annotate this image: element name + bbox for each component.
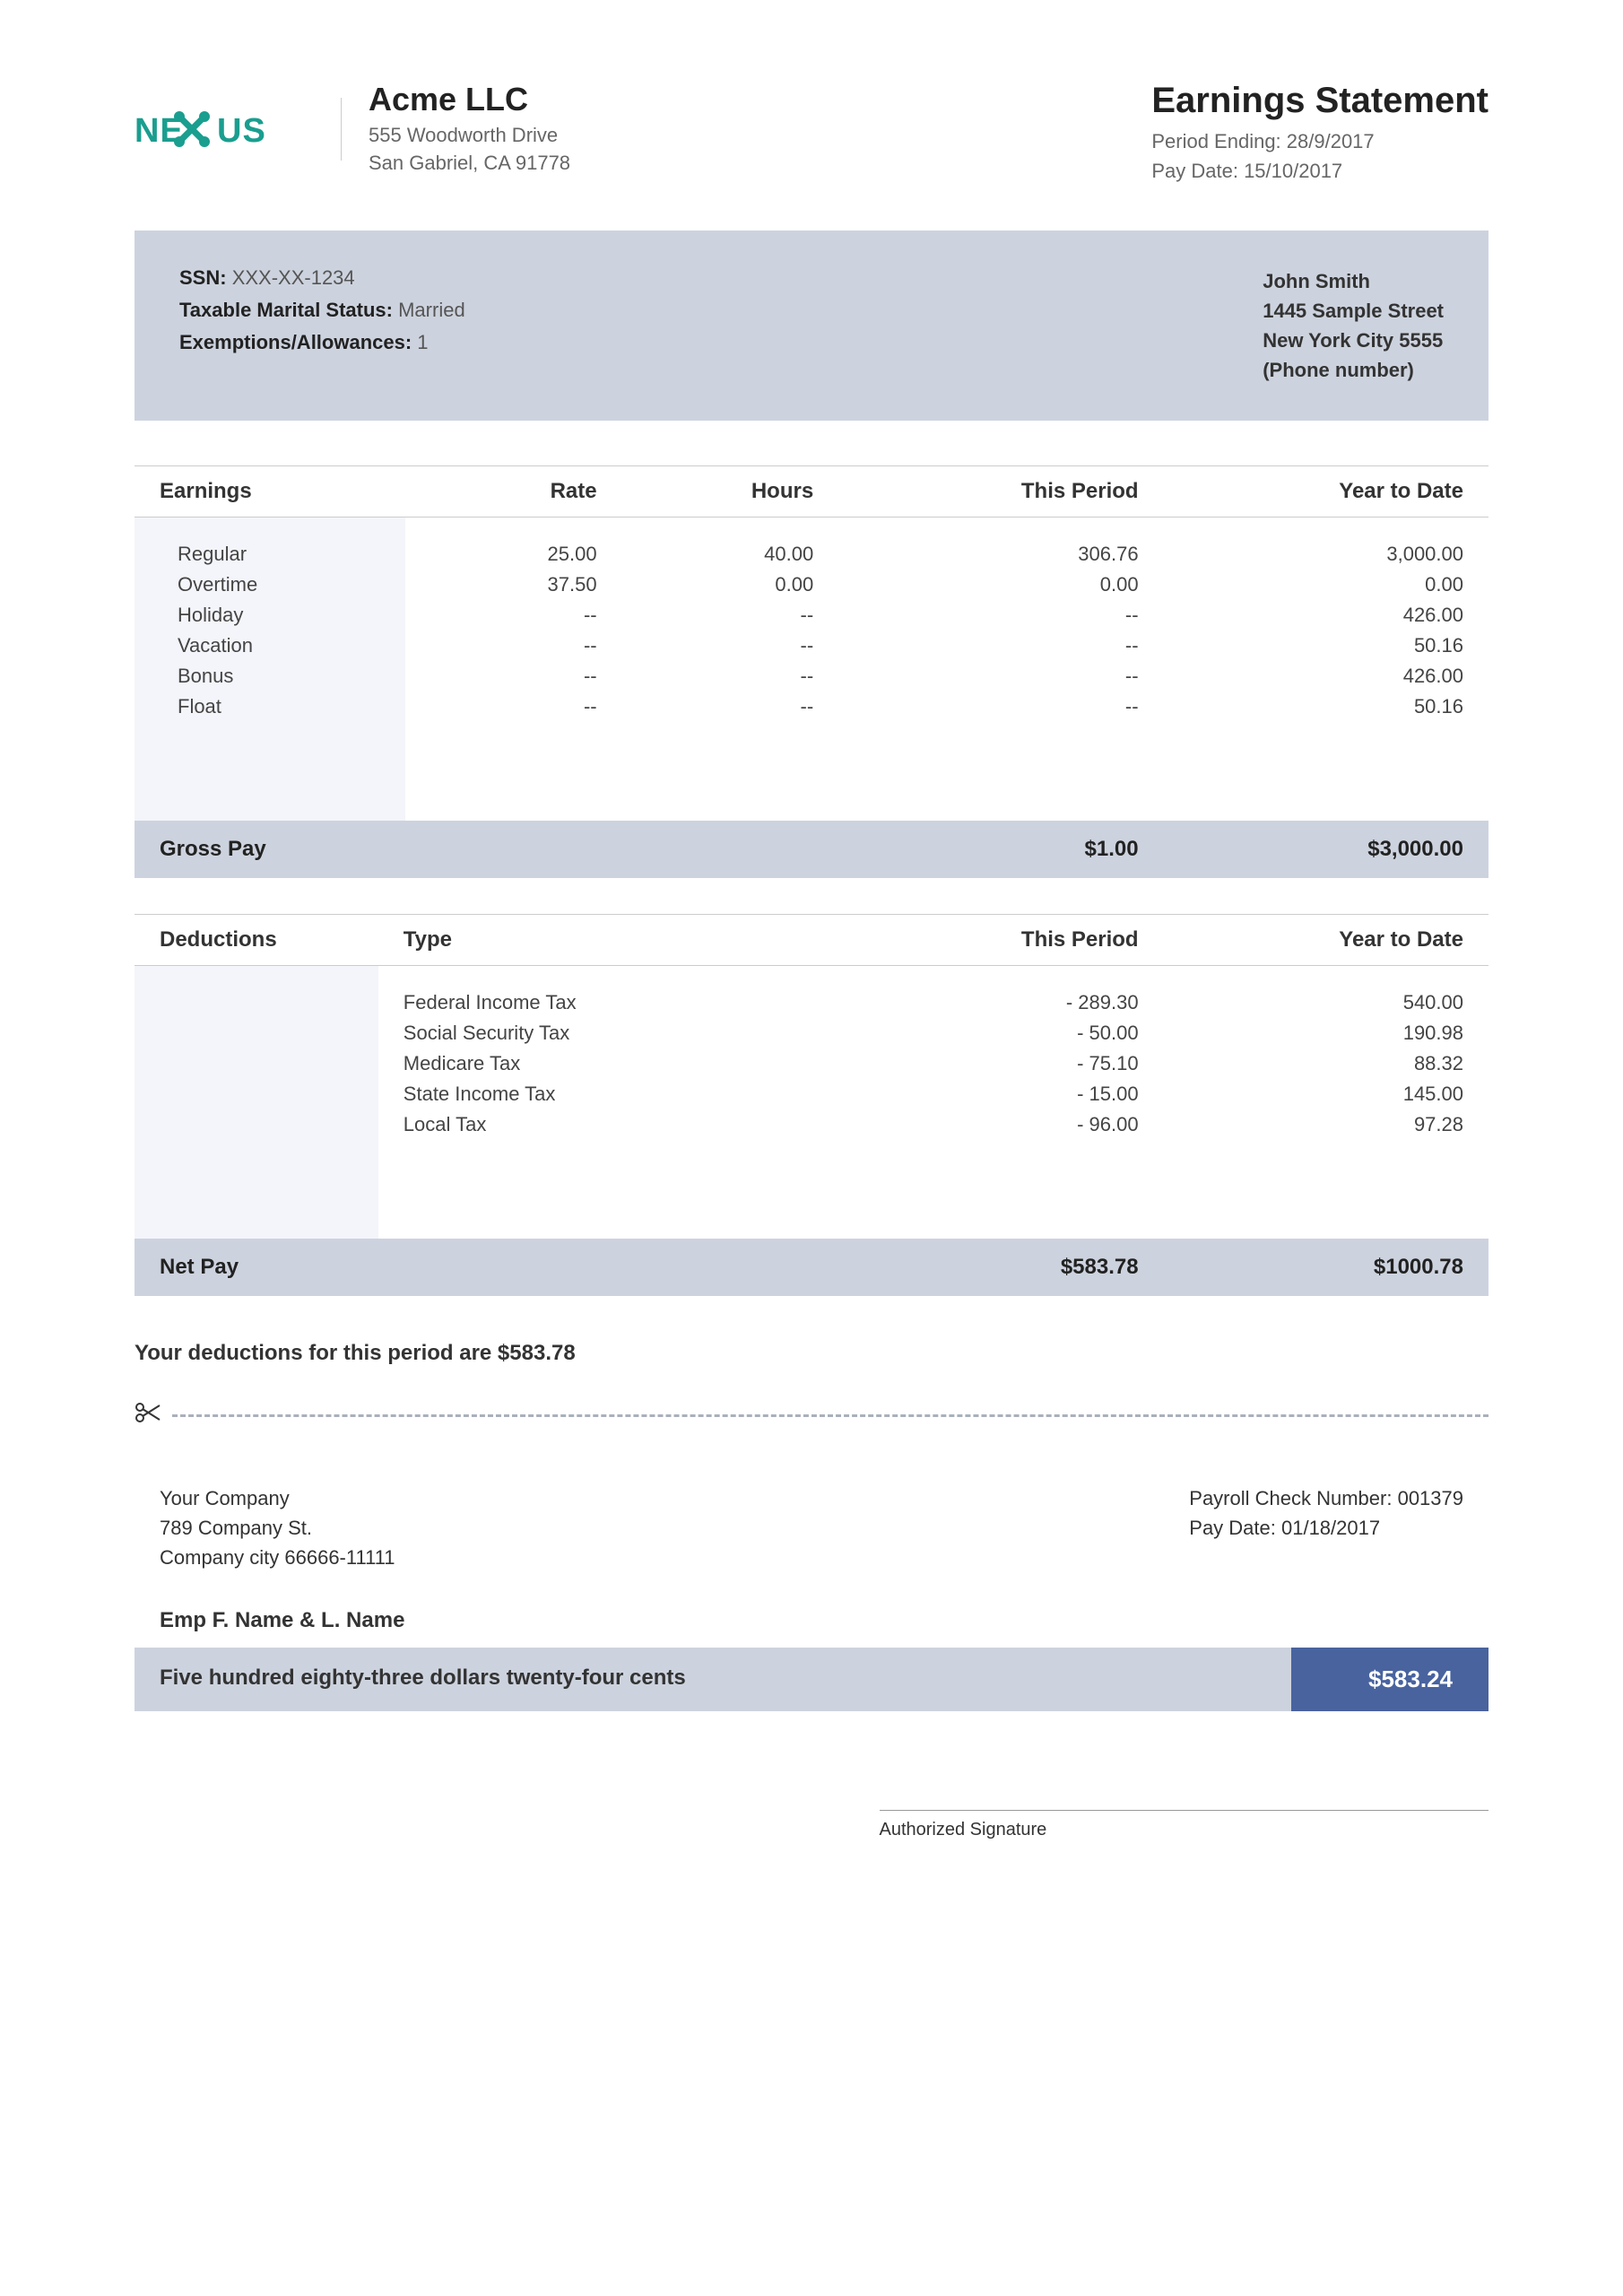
cut-line (135, 1402, 1488, 1430)
net-pay-ytd: $1000.78 (1164, 1239, 1488, 1296)
company-info: Acme LLC 555 Woodworth Drive San Gabriel… (369, 81, 570, 178)
vertical-divider (341, 98, 342, 161)
earnings-row: Holiday------426.00 (135, 600, 1488, 631)
col-ded-period: This Period (785, 915, 1164, 966)
company-address-1: 555 Woodworth Drive (369, 122, 570, 150)
col-ytd: Year to Date (1164, 466, 1488, 517)
amount-numeric: $583.24 (1291, 1648, 1488, 1711)
deduction-row: Medicare Tax- 75.1088.32 (135, 1048, 1488, 1079)
signature-label: Authorized Signature (880, 1810, 1489, 1840)
earnings-row: Overtime37.500.000.000.00 (135, 570, 1488, 600)
earnings-row: Float------50.16 (135, 691, 1488, 722)
pay-date: Pay Date: 15/10/2017 (1151, 156, 1488, 186)
scissors-icon (135, 1402, 161, 1430)
employee-addr1: 1445 Sample Street (1263, 296, 1444, 326)
employee-info-right: John Smith 1445 Sample Street New York C… (1263, 266, 1444, 385)
gross-pay-row: Gross Pay $1.00 $3,000.00 (135, 821, 1488, 878)
header: NE US Acme LLC 555 Woodworth Drive San G… (135, 81, 1488, 186)
col-ded-ytd: Year to Date (1164, 915, 1488, 966)
earnings-row: Vacation------50.16 (135, 631, 1488, 661)
earnings-row: Regular25.0040.00306.763,000.00 (135, 517, 1488, 570)
nexus-logo: NE US (135, 102, 314, 156)
gross-pay-period: $1.00 (838, 821, 1163, 878)
col-hours: Hours (622, 466, 839, 517)
stub-header: Your Company 789 Company St. Company cit… (135, 1483, 1488, 1572)
employee-phone: (Phone number) (1263, 355, 1444, 385)
gross-pay-label: Gross Pay (135, 821, 405, 878)
stub-company: Your Company 789 Company St. Company cit… (160, 1483, 395, 1572)
employee-info-box: SSN: XXX-XX-1234 Taxable Marital Status:… (135, 230, 1488, 421)
amount-bar: Five hundred eighty-three dollars twenty… (135, 1648, 1488, 1711)
employee-info-left: SSN: XXX-XX-1234 Taxable Marital Status:… (179, 266, 465, 385)
deduction-row: Local Tax- 96.0097.28 (135, 1109, 1488, 1140)
col-deductions: Deductions (135, 915, 378, 966)
net-pay-period: $583.78 (785, 1239, 1164, 1296)
gross-pay-ytd: $3,000.00 (1164, 821, 1488, 878)
stub-employee-name: Emp F. Name & L. Name (135, 1608, 1488, 1633)
earnings-table: Earnings Rate Hours This Period Year to … (135, 465, 1488, 821)
logo-block: NE US Acme LLC 555 Woodworth Drive San G… (135, 81, 570, 178)
net-pay-label: Net Pay (135, 1239, 378, 1296)
deductions-table: Deductions Type This Period Year to Date… (135, 914, 1488, 1239)
svg-text:US: US (217, 112, 266, 150)
stub-check-info: Payroll Check Number: 001379 Pay Date: 0… (1189, 1483, 1463, 1572)
company-address-2: San Gabriel, CA 91778 (369, 150, 570, 178)
company-name: Acme LLC (369, 81, 570, 118)
cut-dash (172, 1414, 1488, 1417)
statement-title-block: Earnings Statement Period Ending: 28/9/2… (1151, 81, 1488, 186)
col-type: Type (378, 915, 785, 966)
employee-name: John Smith (1263, 266, 1444, 296)
net-pay-row: Net Pay $583.78 $1000.78 (135, 1239, 1488, 1296)
earnings-row: Bonus------426.00 (135, 661, 1488, 691)
deductions-summary: Your deductions for this period are $583… (135, 1341, 1488, 1366)
col-rate: Rate (405, 466, 622, 517)
amount-words: Five hundred eighty-three dollars twenty… (135, 1648, 1291, 1711)
col-earnings: Earnings (135, 466, 405, 517)
col-this-period: This Period (838, 466, 1163, 517)
deduction-row: Federal Income Tax- 289.30540.00 (135, 966, 1488, 1019)
deduction-row: State Income Tax- 15.00145.00 (135, 1079, 1488, 1109)
statement-title: Earnings Statement (1151, 81, 1488, 121)
employee-addr2: New York City 5555 (1263, 326, 1444, 355)
period-ending: Period Ending: 28/9/2017 (1151, 126, 1488, 156)
deduction-row: Social Security Tax- 50.00190.98 (135, 1018, 1488, 1048)
signature-block: Authorized Signature (880, 1810, 1489, 1840)
